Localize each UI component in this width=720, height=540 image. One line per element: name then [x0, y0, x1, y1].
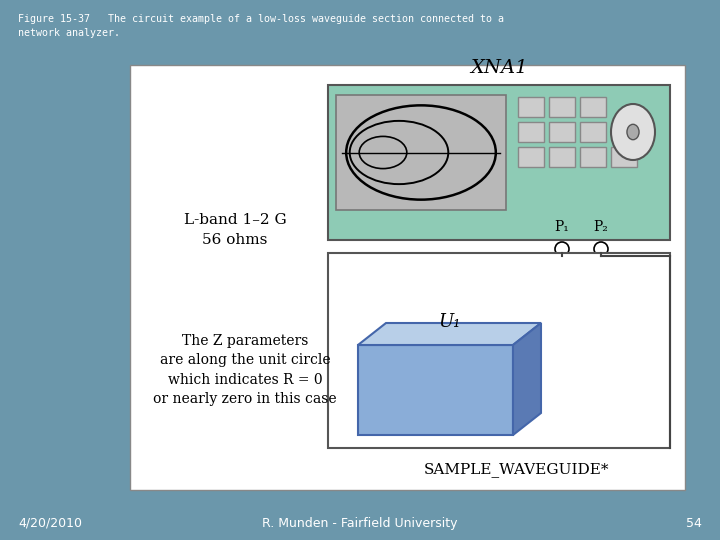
Bar: [518, 147, 544, 167]
Text: P₁: P₁: [554, 220, 570, 234]
Bar: [328, 253, 670, 448]
Bar: [611, 147, 637, 167]
Bar: [549, 122, 575, 142]
Polygon shape: [358, 323, 541, 345]
Text: 4/20/2010: 4/20/2010: [18, 517, 82, 530]
Bar: [580, 97, 606, 117]
Circle shape: [594, 242, 608, 256]
Ellipse shape: [611, 104, 655, 160]
Text: SAMPLE_WAVEGUIDE*: SAMPLE_WAVEGUIDE*: [423, 462, 609, 477]
Circle shape: [555, 242, 569, 256]
Bar: [518, 122, 544, 142]
Bar: [518, 97, 544, 117]
Bar: [328, 85, 670, 240]
Text: XNA1: XNA1: [470, 59, 528, 77]
Ellipse shape: [627, 124, 639, 140]
Text: R. Munden - Fairfield University: R. Munden - Fairfield University: [262, 517, 458, 530]
Text: P₂: P₂: [593, 220, 608, 234]
Text: Figure 15-37   The circuit example of a low-loss waveguide section connected to : Figure 15-37 The circuit example of a lo…: [18, 14, 504, 38]
Polygon shape: [358, 345, 513, 435]
Text: U₁: U₁: [438, 313, 461, 331]
Bar: [580, 122, 606, 142]
Polygon shape: [513, 323, 541, 435]
Bar: [130, 65, 685, 490]
Text: L-band 1–2 G
56 ohms: L-band 1–2 G 56 ohms: [184, 213, 287, 247]
Text: 54: 54: [686, 517, 702, 530]
Bar: [549, 97, 575, 117]
Text: The Z parameters
are along the unit circle
which indicates R = 0
or nearly zero : The Z parameters are along the unit circ…: [153, 334, 337, 406]
Bar: [336, 95, 506, 210]
Bar: [549, 147, 575, 167]
Bar: [580, 147, 606, 167]
